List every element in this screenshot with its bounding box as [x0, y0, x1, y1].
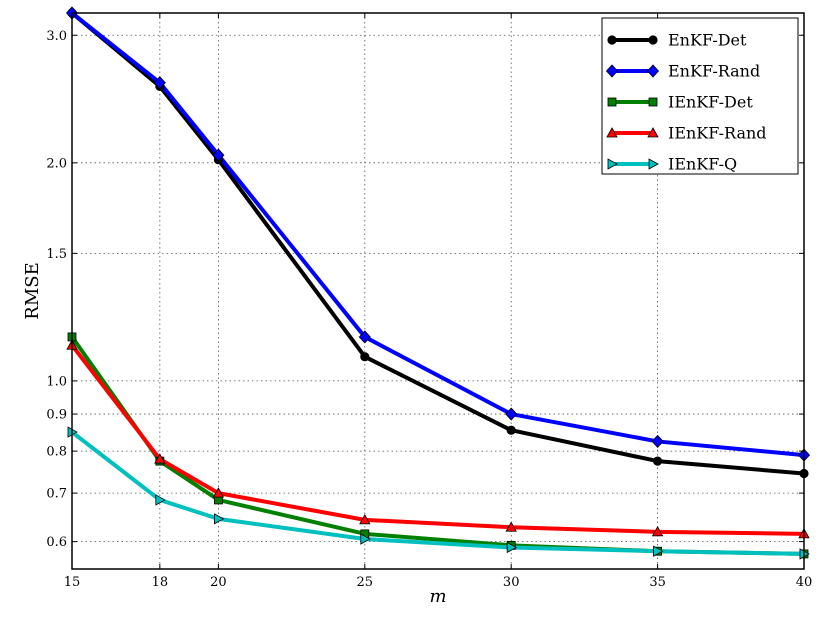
y-tick-label: 0.8 [46, 445, 67, 460]
legend-label-ienkf-q: IEnKF-Q [668, 155, 737, 174]
marker-legend-enkf-rand [605, 64, 619, 78]
marker-enkf-det [652, 456, 663, 466]
x-tick-label: 20 [210, 575, 227, 590]
marker-ienkf-rand [212, 487, 225, 498]
x-tick-label: 18 [152, 575, 169, 590]
marker-ienkf-q [155, 494, 166, 506]
y-tick-label: 0.6 [46, 535, 67, 550]
marker-ienkf-q [653, 545, 664, 557]
y-tick-label: 1.5 [46, 247, 67, 262]
marker-enkf-rand [212, 148, 225, 162]
marker-ienkf-rand [505, 521, 517, 532]
y-tick-label: 3.0 [46, 29, 67, 44]
axis-ticks: 15 18 20 25 30 35 40 0.6 0.7 0.8 0.9 1.0 1.5 2.0 3.0 [46, 13, 812, 590]
grid-lines [71, 13, 805, 569]
marker-legend-ienkf-det [607, 97, 617, 107]
marker-legend-ienkf-q [607, 158, 618, 170]
marker-legend-ienkf-det [648, 97, 658, 107]
marker-enkf-rand [153, 76, 166, 90]
legend: EnKF-Det EnKF-Rand IEnKF-Det IEnKF-Rand IEnK… [601, 17, 799, 175]
plot-frame [71, 12, 805, 570]
legend-label-ienkf-det: IEnKF-Det [668, 93, 753, 112]
marker-legend-enkf-det [607, 35, 617, 45]
x-tick-label: 25 [357, 575, 374, 590]
marker-legend-ienkf-rand [647, 127, 659, 138]
y-tick-label: 2.0 [46, 156, 67, 171]
marker-legend-enkf-rand [646, 64, 660, 78]
marker-enkf-det [360, 352, 370, 362]
marker-enkf-rand [505, 407, 518, 421]
marker-ienkf-q [360, 533, 371, 545]
marker-enkf-rand [358, 330, 371, 344]
marker-ienkf-rand [359, 514, 371, 525]
y-axis-label: RMSE [22, 262, 43, 319]
x-tick-label: 35 [649, 575, 666, 590]
y-tick-label: 1.0 [46, 374, 67, 389]
y-tick-label: 0.7 [46, 487, 67, 502]
legend-label-ienkf-rand: IEnKF-Rand [668, 124, 767, 143]
legend-label-enkf-det: EnKF-Det [668, 31, 747, 50]
legend-label-enkf-rand: EnKF-Rand [668, 62, 760, 81]
marker-enkf-det [506, 425, 516, 435]
legend-box [601, 17, 799, 175]
x-tick-label: 15 [64, 575, 81, 590]
marker-legend-ienkf-q [648, 158, 659, 170]
x-tick-label: 40 [796, 575, 813, 590]
marker-ienkf-rand [651, 525, 664, 537]
marker-ienkf-q [213, 513, 225, 525]
marker-ienkf-rand [154, 453, 166, 464]
marker-legend-enkf-det [648, 35, 658, 45]
marker-ienkf-q [506, 541, 518, 554]
marker-legend-ienkf-rand [606, 127, 618, 138]
x-axis-label: m [429, 586, 446, 607]
y-tick-label: 0.9 [46, 408, 67, 423]
x-tick-label: 30 [503, 575, 520, 590]
marker-enkf-rand [651, 434, 664, 449]
